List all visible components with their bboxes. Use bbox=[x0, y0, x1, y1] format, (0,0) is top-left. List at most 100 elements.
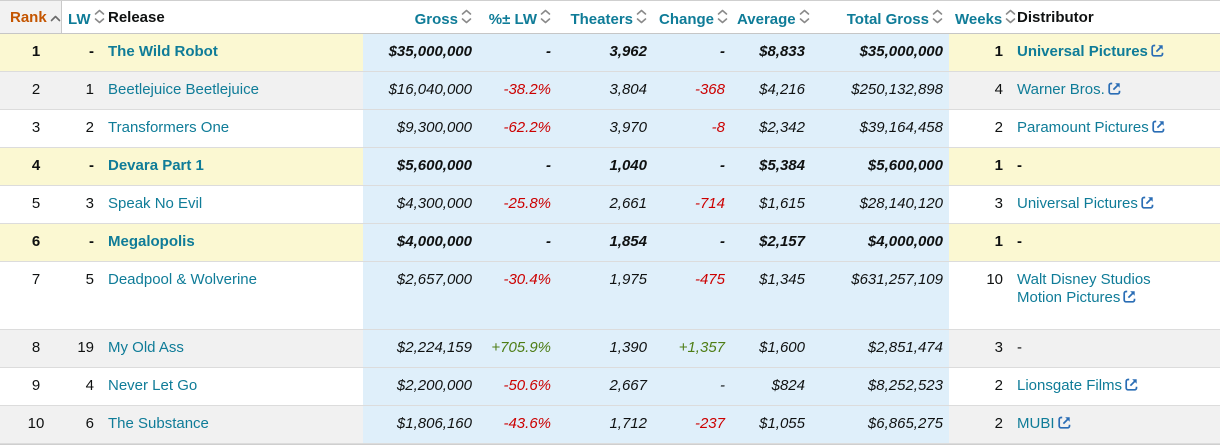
change-value: - bbox=[720, 157, 725, 174]
weeks-value: 2 bbox=[994, 415, 1003, 432]
column-header-pct_lw[interactable]: %± LW bbox=[478, 1, 557, 33]
cell-gross: $1,806,160 bbox=[363, 406, 478, 443]
external-link-icon[interactable] bbox=[1123, 290, 1136, 308]
table-body: 1- The Wild Robot $35,000,000-3,962- $8,833… bbox=[0, 34, 1220, 444]
external-link-icon[interactable] bbox=[1057, 416, 1071, 434]
distributor-link[interactable]: Lionsgate Films bbox=[1017, 377, 1138, 396]
cell-change: +1,357 bbox=[653, 330, 731, 367]
total_gross-value: $35,000,000 bbox=[859, 43, 943, 60]
column-header-label: Release bbox=[108, 9, 165, 26]
pct_lw-value: -62.2% bbox=[503, 119, 551, 136]
release-link[interactable]: My Old Ass bbox=[108, 339, 184, 356]
release-link[interactable]: Beetlejuice Beetlejuice bbox=[108, 81, 259, 98]
change-value: - bbox=[720, 233, 725, 250]
cell-weeks: 1 bbox=[949, 224, 1009, 261]
column-header-gross[interactable]: Gross bbox=[363, 1, 478, 33]
cell-theaters: 3,962 bbox=[557, 34, 653, 71]
weeks-value: 10 bbox=[986, 271, 1003, 288]
cell-pct_lw: - bbox=[478, 34, 557, 71]
cell-average: $8,833 bbox=[731, 34, 811, 71]
distributor-link[interactable]: Universal Pictures bbox=[1017, 43, 1164, 62]
distributor-link[interactable]: Universal Pictures bbox=[1017, 195, 1154, 214]
column-header-average[interactable]: Average bbox=[731, 1, 811, 33]
cell-average: $1,615 bbox=[731, 186, 811, 223]
cell-weeks: 1 bbox=[949, 34, 1009, 71]
cell-release: The Substance bbox=[100, 406, 363, 443]
sort-toggle-icon bbox=[1005, 9, 1016, 29]
cell-weeks: 4 bbox=[949, 72, 1009, 109]
external-link-icon[interactable] bbox=[1141, 196, 1154, 214]
average-value: $2,157 bbox=[759, 233, 805, 250]
change-value: - bbox=[720, 377, 725, 394]
cell-lw: 3 bbox=[62, 186, 100, 223]
average-value: $1,345 bbox=[759, 271, 805, 288]
distributor-name: MUBI bbox=[1017, 415, 1055, 432]
cell-weeks: 2 bbox=[949, 406, 1009, 443]
column-header-label: Theaters bbox=[570, 11, 633, 28]
total_gross-value: $2,851,474 bbox=[867, 339, 943, 356]
release-link[interactable]: Never Let Go bbox=[108, 377, 198, 394]
cell-total_gross: $631,257,109 bbox=[811, 262, 949, 329]
distributor-name: Universal Pictures bbox=[1017, 195, 1138, 212]
cell-lw: 1 bbox=[62, 72, 100, 109]
cell-pct_lw: - bbox=[478, 224, 557, 261]
cell-gross: $35,000,000 bbox=[363, 34, 478, 71]
theaters-value: 3,962 bbox=[609, 43, 647, 60]
total_gross-value: $28,140,120 bbox=[859, 195, 943, 212]
distributor-name: - bbox=[1017, 157, 1022, 174]
cell-pct_lw: -50.6% bbox=[478, 368, 557, 405]
gross-value: $4,300,000 bbox=[396, 195, 472, 212]
cell-total_gross: $35,000,000 bbox=[811, 34, 949, 71]
pct_lw-value: -38.2% bbox=[503, 81, 551, 98]
column-header-label: Distributor bbox=[1017, 9, 1094, 26]
cell-gross: $9,300,000 bbox=[363, 110, 478, 147]
gross-value: $1,806,160 bbox=[396, 415, 472, 432]
cell-gross: $4,300,000 bbox=[363, 186, 478, 223]
distributor-name: Paramount Pictures bbox=[1017, 119, 1149, 136]
cell-average: $1,055 bbox=[731, 406, 811, 443]
cell-theaters: 2,667 bbox=[557, 368, 653, 405]
external-link-icon[interactable] bbox=[1151, 44, 1164, 62]
release-link[interactable]: Megalopolis bbox=[108, 233, 195, 250]
cell-lw: 2 bbox=[62, 110, 100, 147]
cell-rank: 10 bbox=[0, 406, 62, 443]
column-header-weeks[interactable]: Weeks bbox=[949, 1, 1016, 33]
weeks-value: 1 bbox=[994, 233, 1003, 250]
distributor-link[interactable]: Paramount Pictures bbox=[1017, 119, 1165, 138]
release-link[interactable]: Transformers One bbox=[108, 119, 230, 136]
cell-distributor: Universal Pictures bbox=[1009, 186, 1220, 223]
cell-change: -368 bbox=[653, 72, 731, 109]
cell-weeks: 10 bbox=[949, 262, 1009, 329]
pct_lw-value: -25.8% bbox=[503, 195, 551, 212]
external-link-icon[interactable] bbox=[1152, 120, 1165, 138]
theaters-value: 2,667 bbox=[609, 377, 647, 394]
release-link[interactable]: Devara Part 1 bbox=[108, 157, 204, 174]
release-link[interactable]: The Substance bbox=[108, 415, 209, 432]
column-header-lw[interactable]: LW bbox=[62, 1, 104, 33]
weeks-value: 1 bbox=[994, 157, 1003, 174]
distributor-link[interactable]: MUBI bbox=[1017, 415, 1071, 434]
distributor-name: Lionsgate Films bbox=[1017, 377, 1123, 394]
table-row: 1- The Wild Robot $35,000,000-3,962- $8,833… bbox=[0, 34, 1220, 72]
lw-value: 6 bbox=[85, 415, 94, 432]
cell-change: - bbox=[653, 34, 731, 71]
column-header-rank[interactable]: Rank bbox=[0, 1, 62, 33]
distributor-link[interactable]: Walt Disney Studios Motion Pictures bbox=[1017, 271, 1192, 308]
cell-total_gross: $2,851,474 bbox=[811, 330, 949, 367]
column-header-theaters[interactable]: Theaters bbox=[557, 1, 653, 33]
release-link[interactable]: Deadpool & Wolverine bbox=[108, 271, 257, 288]
cell-distributor: - bbox=[1009, 224, 1220, 261]
sort-toggle-icon bbox=[717, 9, 728, 29]
release-link[interactable]: The Wild Robot bbox=[108, 43, 218, 60]
column-header-total_gross[interactable]: Total Gross bbox=[811, 1, 949, 33]
column-header-change[interactable]: Change bbox=[653, 1, 731, 33]
cell-theaters: 1,975 bbox=[557, 262, 653, 329]
cell-distributor: Warner Bros. bbox=[1009, 72, 1220, 109]
total_gross-value: $250,132,898 bbox=[851, 81, 943, 98]
external-link-icon[interactable] bbox=[1125, 378, 1138, 396]
release-link[interactable]: Speak No Evil bbox=[108, 195, 203, 212]
distributor-link[interactable]: Warner Bros. bbox=[1017, 81, 1121, 100]
external-link-icon[interactable] bbox=[1108, 82, 1121, 100]
cell-rank: 6 bbox=[0, 224, 62, 261]
cell-change: - bbox=[653, 148, 731, 185]
